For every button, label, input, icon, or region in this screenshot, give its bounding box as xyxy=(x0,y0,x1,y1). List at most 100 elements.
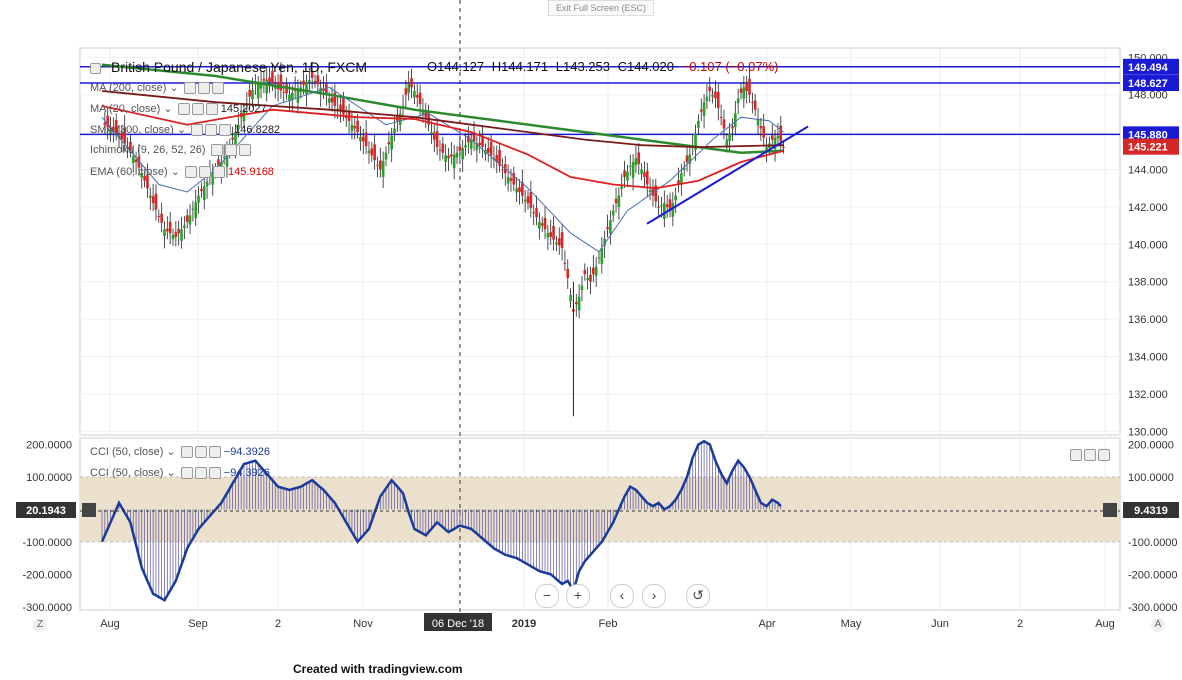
close-icon[interactable] xyxy=(205,103,218,116)
close-icon[interactable] xyxy=(238,144,251,157)
candle-body xyxy=(694,134,697,150)
candle-body xyxy=(725,139,729,147)
candle-body xyxy=(109,129,112,134)
candle-body xyxy=(657,206,660,208)
close-icon[interactable] xyxy=(211,82,224,95)
candle-body xyxy=(756,119,760,126)
legend-sma300[interactable]: SMA (300, close) ⌄ 146.8282 xyxy=(90,124,281,137)
candle-body xyxy=(248,90,251,97)
candle-body xyxy=(322,88,325,91)
legend-ma20[interactable]: MA (20, close) ⌄ 145.2027 xyxy=(90,103,267,116)
candle-body xyxy=(148,195,152,198)
reset-chart-button[interactable]: ↺ xyxy=(686,584,710,608)
settings-icon[interactable] xyxy=(205,124,218,137)
visibility-icon[interactable] xyxy=(184,166,197,179)
visibility-icon[interactable] xyxy=(180,446,193,459)
candle-body xyxy=(574,302,578,305)
price-axis-label: 136.000 xyxy=(1128,314,1168,326)
candle-body xyxy=(163,229,166,236)
maximize-icon[interactable] xyxy=(1084,448,1096,461)
candle-body xyxy=(685,155,689,163)
visibility-icon[interactable] xyxy=(210,144,223,157)
time-axis-label: 2019 xyxy=(512,618,536,630)
candle-body xyxy=(765,147,768,152)
candle-body xyxy=(529,191,533,208)
candle-body xyxy=(350,124,354,132)
candle-body xyxy=(271,70,274,85)
candle-body xyxy=(356,120,359,133)
candle-body xyxy=(177,228,180,234)
candle-body xyxy=(617,195,621,208)
candle-body xyxy=(770,135,774,140)
settings-icon[interactable] xyxy=(194,467,207,480)
candle-body xyxy=(103,122,107,125)
candle-body xyxy=(759,125,763,129)
candle-body xyxy=(773,137,777,150)
legend-ema60[interactable]: EMA (60, close) ⌄ 145.9168 xyxy=(90,166,274,179)
candle-body xyxy=(112,126,115,132)
candle-body xyxy=(168,221,172,234)
candle-body xyxy=(475,143,479,150)
visibility-icon[interactable] xyxy=(177,103,190,116)
settings-icon[interactable] xyxy=(197,82,210,95)
price-axis-label: 130.000 xyxy=(1128,426,1168,438)
candle-body xyxy=(370,148,374,156)
settings-icon[interactable] xyxy=(194,446,207,459)
candle-body xyxy=(708,86,712,91)
candle-body xyxy=(435,131,439,148)
settings-icon[interactable] xyxy=(191,103,204,116)
collapse-icon[interactable] xyxy=(90,62,101,74)
candle-body xyxy=(677,180,680,185)
candle-body xyxy=(543,217,547,230)
candle-body xyxy=(623,170,626,177)
candle-body xyxy=(742,87,746,99)
candle-body xyxy=(594,266,598,276)
price-axis-label: 138.000 xyxy=(1128,277,1168,289)
close-pane-icon[interactable] xyxy=(1098,448,1110,461)
candle-body xyxy=(563,262,567,264)
exit-fullscreen-button[interactable]: Exit Full Screen (ESC) xyxy=(548,0,654,16)
ohlc-readout: O144.127 H144.171 L143.253 C144.020 −0.1… xyxy=(427,59,778,74)
legend-cci-2[interactable]: CCI (50, close) ⌄ −94.3926 xyxy=(90,467,270,480)
move-up-icon[interactable] xyxy=(1070,448,1082,461)
candle-body xyxy=(225,150,229,167)
auto-scale-button[interactable]: A xyxy=(1151,618,1165,632)
visibility-icon[interactable] xyxy=(191,124,204,137)
legend-ma200[interactable]: MA (200, close) ⌄ xyxy=(90,81,224,95)
settings-icon[interactable] xyxy=(224,144,237,157)
candle-body xyxy=(540,223,544,226)
price-axis-label: 140.000 xyxy=(1128,239,1168,251)
candle-body xyxy=(478,142,482,146)
settings-icon[interactable] xyxy=(198,166,211,179)
candle-body xyxy=(114,120,118,134)
zoom-out-button[interactable]: − xyxy=(535,584,559,608)
candle-body xyxy=(364,132,368,147)
visibility-icon[interactable] xyxy=(183,82,196,95)
close-icon[interactable] xyxy=(208,467,221,480)
candle-body xyxy=(217,159,220,166)
zoom-mode-button[interactable]: Z xyxy=(33,618,47,632)
scroll-right-button[interactable]: › xyxy=(642,584,666,608)
zoom-in-button[interactable]: + xyxy=(566,584,590,608)
close-icon[interactable] xyxy=(212,166,225,179)
legend-ichimoku[interactable]: Ichimoku (9, 26, 52, 26) xyxy=(90,144,251,157)
candle-body xyxy=(129,141,132,151)
candle-body xyxy=(205,181,209,187)
visibility-icon[interactable] xyxy=(180,467,193,480)
legend-label: SMA (300, close) xyxy=(90,124,174,136)
candle-body xyxy=(234,132,237,146)
scroll-left-button[interactable]: ‹ xyxy=(610,584,634,608)
candle-body xyxy=(620,186,624,189)
close-icon[interactable] xyxy=(219,124,232,137)
candle-body xyxy=(359,136,362,142)
candle-body xyxy=(748,78,751,95)
legend-cci-1[interactable]: CCI (50, close) ⌄ −94.3926 xyxy=(90,446,270,459)
candle-body xyxy=(296,89,300,103)
candle-body xyxy=(668,199,672,211)
close-icon[interactable] xyxy=(208,446,221,459)
candle-body xyxy=(640,169,643,174)
cci-left-axis-label: 100.0000 xyxy=(26,472,72,484)
legend-label: Ichimoku (9, 26, 52, 26) xyxy=(90,144,206,156)
